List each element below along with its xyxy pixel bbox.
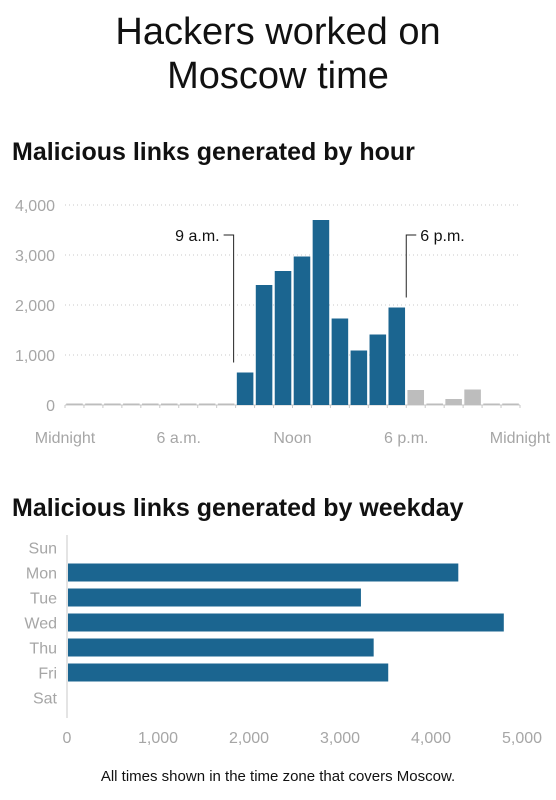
hour-bar: [426, 403, 443, 405]
annotation-label: 6 p.m.: [420, 228, 464, 245]
x-tick-label: Midnight: [490, 430, 551, 447]
hour-bar: [160, 403, 178, 405]
x-tick-label: 5,000: [502, 730, 542, 747]
x-tick-label: 4,000: [411, 730, 451, 747]
hour-bar: [312, 220, 330, 405]
y-tick-label: 4,000: [15, 198, 55, 215]
x-tick-label: 1,000: [138, 730, 178, 747]
annotation-leader: [405, 234, 417, 298]
y-tick-label: Wed: [24, 616, 57, 633]
hour-bar: [388, 307, 406, 405]
x-tick-label: 3,000: [320, 730, 360, 747]
hour-bar: [483, 403, 500, 405]
hour-bar: [369, 334, 387, 405]
hour-bar: [274, 271, 292, 405]
y-tick-label: 0: [46, 398, 55, 415]
weekday-bar: [68, 613, 504, 632]
y-tick-label: 1,000: [15, 348, 55, 365]
hour-bar-chart: 0 1,000 2,000 3,000 4,000 Midnight 6 a.m. Noon 6…: [15, 198, 551, 447]
weekday-chart-title: Malicious links generated by weekday: [12, 494, 464, 522]
weekday-bar: [68, 638, 374, 657]
hour-bar: [66, 403, 83, 405]
hour-bar: [407, 390, 425, 405]
hour-bar: [198, 403, 216, 405]
y-tick-label: Tue: [30, 591, 57, 608]
y-tick-label: 3,000: [15, 248, 55, 265]
hour-bar: [331, 318, 349, 405]
hour-bar: [123, 403, 140, 405]
hour-bar: [350, 350, 368, 405]
annotation-leader: [223, 234, 235, 363]
footnote: All times shown in the time zone that co…: [100, 768, 456, 785]
x-tick-label: 6 p.m.: [384, 430, 428, 447]
hour-bar: [255, 285, 273, 405]
hour-bar: [179, 403, 197, 405]
hour-bar: [142, 403, 159, 405]
hour-chart-title: Malicious links generated by hour: [12, 138, 415, 166]
hour-bar: [236, 372, 254, 405]
weekday-bar-chart: Sun Mon Tue Wed Thu Fri Sat 0 1,000 2,000 3,000 4,0…: [24, 535, 542, 747]
hour-bar: [85, 403, 102, 405]
x-tick-label: Midnight: [35, 430, 96, 447]
x-tick-label: 0: [63, 730, 72, 747]
y-tick-label: Sun: [29, 541, 57, 558]
y-tick-label: Thu: [29, 641, 57, 658]
x-tick-label: 2,000: [229, 730, 269, 747]
y-tick-label: Sat: [33, 691, 58, 708]
hour-bar: [502, 403, 519, 405]
weekday-bar: [68, 563, 459, 582]
annotation-label: 9 a.m.: [175, 228, 219, 245]
weekday-bar: [68, 663, 389, 682]
y-tick-label: Mon: [26, 566, 57, 583]
x-tick-label: Noon: [273, 430, 311, 447]
hour-bar: [104, 403, 121, 405]
hour-bar: [464, 389, 481, 405]
x-tick-label: 6 a.m.: [157, 430, 201, 447]
hour-bar: [445, 399, 462, 405]
hour-bar: [293, 256, 311, 405]
weekday-bar: [68, 588, 361, 607]
y-tick-label: 2,000: [15, 298, 55, 315]
y-tick-label: Fri: [38, 666, 57, 683]
hour-bar: [217, 403, 235, 405]
chart-title: Hackers worked on Moscow time: [115, 11, 441, 97]
